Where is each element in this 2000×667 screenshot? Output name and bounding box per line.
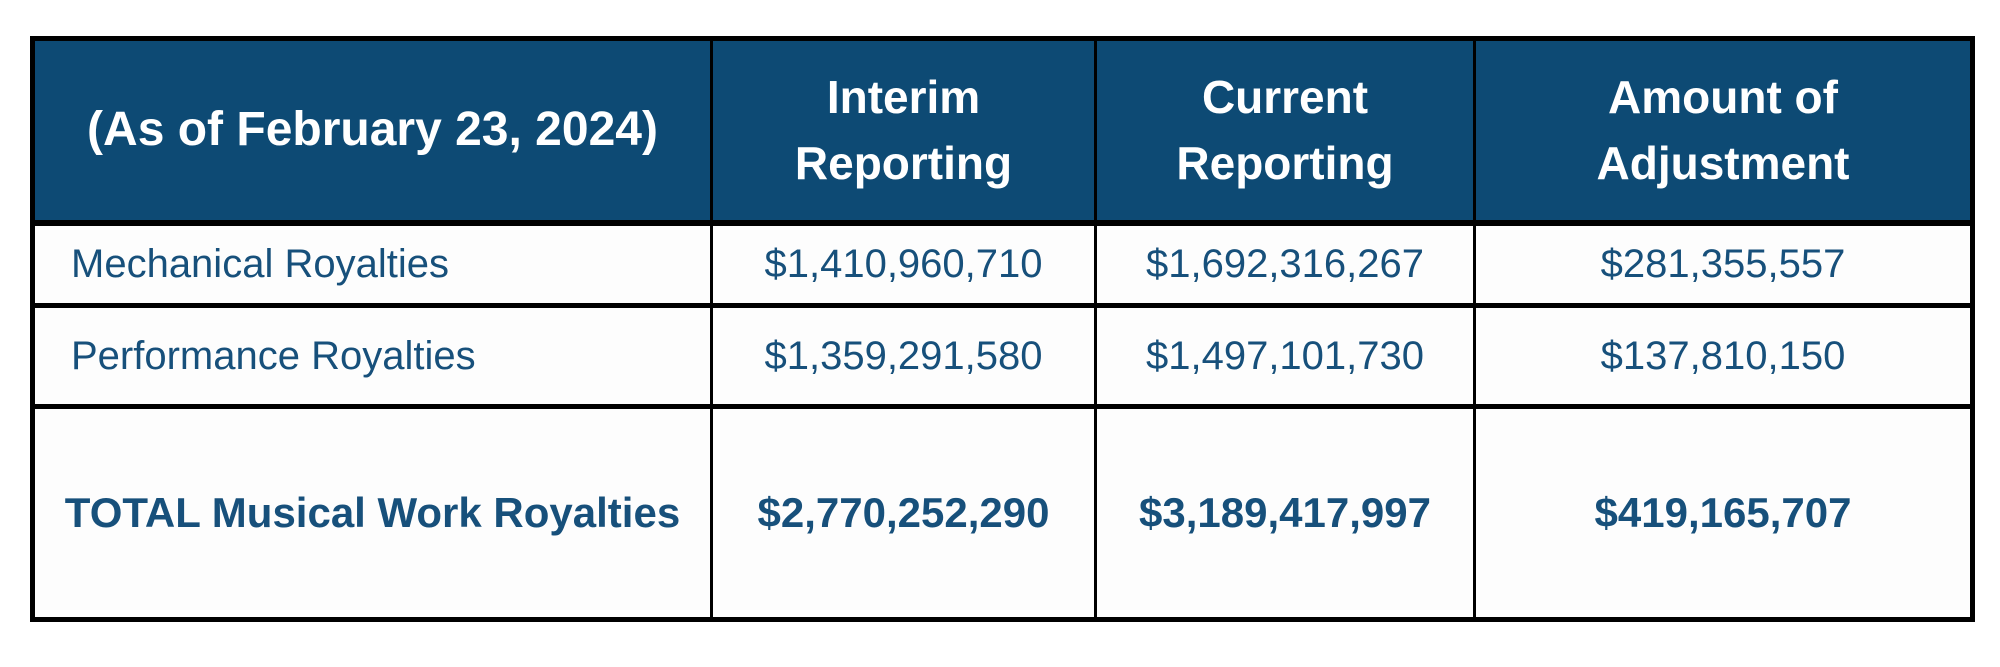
- mechanical-royalties-label: Mechanical Royalties: [31, 219, 713, 309]
- header-current-label: Current Reporting: [1176, 70, 1394, 190]
- header-adjustment-label: Amount of Adjustment: [1596, 70, 1850, 190]
- table-row-mechanical-royalties: Mechanical Royalties $1,410,960,710 $1,6…: [31, 219, 1974, 309]
- performance-current-value: $1,497,101,730: [1094, 303, 1476, 409]
- mechanical-adjustment-value: $281,355,557: [1473, 219, 1974, 309]
- total-label: TOTAL Musical Work Royalties: [31, 403, 713, 623]
- performance-royalties-label: Performance Royalties: [31, 303, 713, 409]
- header-cell-current-reporting: Current Reporting: [1094, 36, 1476, 226]
- header-cell-amount-of-adjustment: Amount of Adjustment: [1473, 36, 1974, 226]
- performance-interim-value: $1,359,291,580: [710, 303, 1097, 409]
- royalties-table: (As of February 23, 2024) Interim Report…: [30, 36, 1975, 623]
- total-interim-value: $2,770,252,290: [710, 403, 1097, 623]
- performance-adjustment-value: $137,810,150: [1473, 303, 1974, 409]
- total-adjustment-value: $419,165,707: [1473, 403, 1974, 623]
- table-header-row: (As of February 23, 2024) Interim Report…: [31, 36, 1974, 226]
- mechanical-interim-value: $1,410,960,710: [710, 219, 1097, 309]
- mechanical-current-value: $1,692,316,267: [1094, 219, 1476, 309]
- header-cell-interim-reporting: Interim Reporting: [710, 36, 1097, 226]
- header-date-label: (As of February 23, 2024): [87, 103, 658, 157]
- header-interim-label: Interim Reporting: [794, 70, 1013, 190]
- table-row-total: TOTAL Musical Work Royalties $2,770,252,…: [31, 403, 1974, 623]
- total-current-value: $3,189,417,997: [1094, 403, 1476, 623]
- header-cell-date: (As of February 23, 2024): [31, 36, 713, 226]
- table-row-performance-royalties: Performance Royalties $1,359,291,580 $1,…: [31, 303, 1974, 409]
